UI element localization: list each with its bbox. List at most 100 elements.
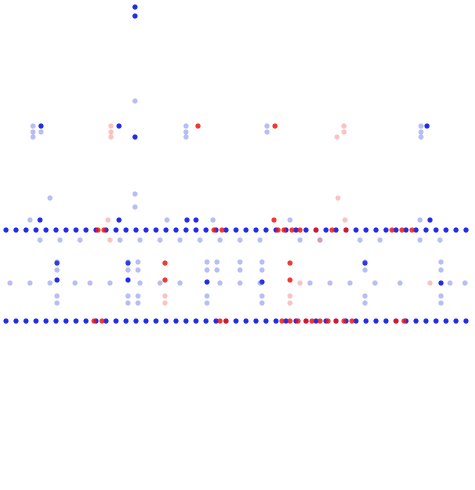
point [163,318,169,324]
point [73,318,79,324]
point [264,129,270,135]
point [38,123,44,129]
point [37,237,43,243]
point [329,227,335,233]
point [341,123,347,129]
point [132,204,138,210]
point [107,280,113,286]
point [423,318,429,324]
point [427,280,433,286]
point [204,259,210,265]
point [253,318,259,324]
point [27,217,33,223]
point [23,227,29,233]
point [214,259,220,265]
point [173,318,179,324]
point [243,227,249,233]
point [295,318,301,324]
point [271,217,277,223]
point [335,195,341,201]
point [281,227,287,233]
point [327,280,333,286]
point [13,227,19,233]
point [164,217,170,223]
point [193,318,199,324]
point [132,191,138,197]
point [203,227,209,233]
point [87,280,93,286]
point [195,123,201,129]
point [353,318,359,324]
point [438,259,444,265]
point [103,318,109,324]
point [393,318,399,324]
point [3,318,9,324]
point [162,277,168,283]
point [362,293,368,299]
point [433,318,439,324]
point [413,318,419,324]
point [101,227,107,233]
point [383,318,389,324]
point [283,318,289,324]
point [125,259,131,265]
point [373,227,379,233]
point [287,318,293,324]
point [293,227,299,233]
point [233,318,239,324]
point [263,318,269,324]
point [162,260,168,266]
point [132,4,138,10]
point [7,280,13,286]
point [399,227,405,233]
point [177,237,183,243]
point [3,227,9,233]
point [417,217,423,223]
point [54,277,60,283]
point [133,227,139,233]
point [409,227,415,233]
point [183,129,189,135]
point [433,227,439,233]
point [264,123,270,129]
point [438,300,444,306]
point [427,217,433,223]
point [257,237,263,243]
point [313,227,319,233]
point [125,267,131,273]
point [363,318,369,324]
point [183,227,189,233]
point [183,123,189,129]
point [57,237,63,243]
point [237,267,243,273]
point [153,227,159,233]
point [309,318,315,324]
point [325,318,331,324]
point [424,123,430,129]
point [27,280,33,286]
point [204,267,210,273]
point [107,237,113,243]
point [362,300,368,306]
point [341,318,347,324]
point [287,300,293,306]
point [72,280,78,286]
point [183,134,189,140]
point [162,300,168,306]
point [275,227,281,233]
point [177,280,183,286]
point [237,280,243,286]
point [125,277,131,283]
point [135,293,141,299]
point [403,227,409,233]
point [113,227,119,233]
point [297,237,303,243]
point [289,227,295,233]
point [133,318,139,324]
point [462,280,468,286]
point [108,129,114,135]
point [417,237,423,243]
point [272,123,278,129]
point [443,318,449,324]
point [287,293,293,299]
